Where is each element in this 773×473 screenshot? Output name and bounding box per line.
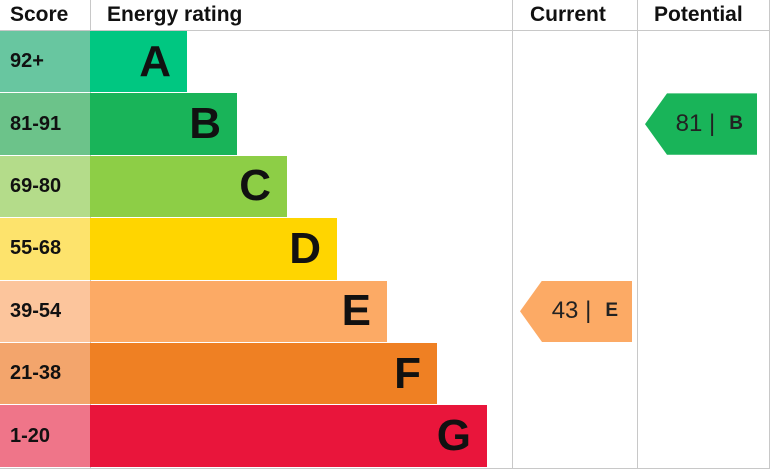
- divider: [637, 0, 638, 469]
- potential-rating-arrow: 81 | B: [645, 93, 757, 155]
- potential-letter: B: [729, 113, 743, 135]
- band-bar-d: D: [90, 218, 337, 280]
- score-range-b: 81-91: [0, 93, 90, 155]
- divider: [769, 0, 770, 469]
- current-rating-arrow: 43 | E: [520, 280, 632, 342]
- score-range-e: 39-54: [0, 280, 90, 342]
- score-range-f: 21-38: [0, 343, 90, 405]
- potential-header: Potential: [654, 3, 743, 26]
- score-range-d: 55-68: [0, 218, 90, 280]
- score-range-c: 69-80: [0, 155, 90, 218]
- band-bar-g: G: [90, 405, 487, 467]
- score-range-a: 92+: [0, 31, 90, 93]
- energy-rating-header: Energy rating: [107, 3, 243, 26]
- divider: [512, 0, 513, 469]
- score-header: Score: [10, 3, 69, 26]
- separator: |: [709, 110, 716, 138]
- band-bar-c: C: [90, 155, 287, 218]
- band-bar-e: E: [90, 280, 387, 342]
- current-header: Current: [530, 3, 606, 26]
- current-letter: E: [605, 300, 618, 322]
- separator: |: [585, 297, 592, 325]
- band-bar-a: A: [90, 31, 187, 93]
- divider: [0, 468, 770, 469]
- divider: [0, 30, 770, 31]
- score-range-g: 1-20: [0, 405, 90, 467]
- band-bar-b: B: [90, 93, 237, 155]
- potential-value: 81: [675, 110, 703, 138]
- band-bar-f: F: [90, 343, 437, 405]
- current-value: 43: [551, 297, 579, 325]
